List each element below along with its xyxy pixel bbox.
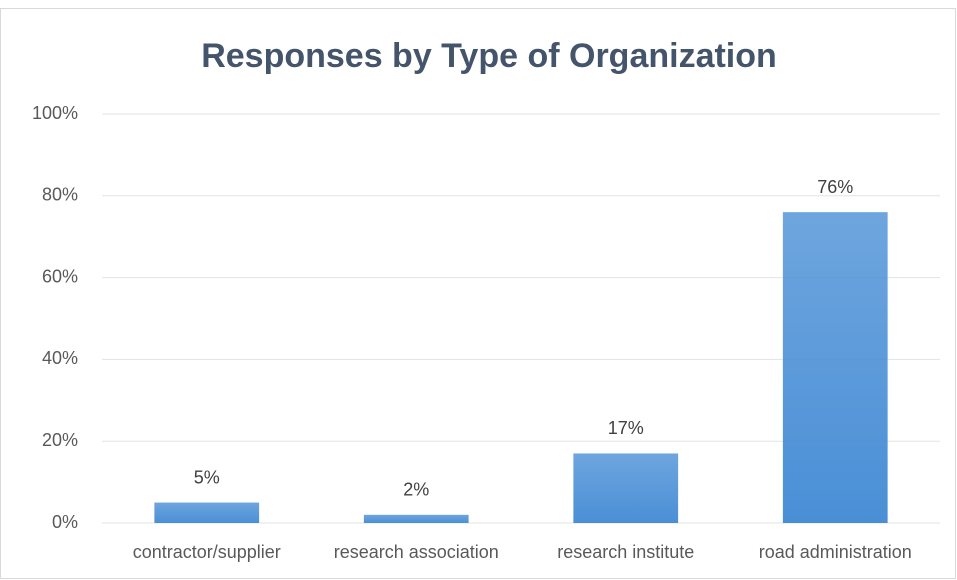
x-tick-label: research institute — [557, 542, 694, 562]
chart-title: Responses by Type of Organization — [201, 37, 777, 75]
data-label: 5% — [194, 467, 220, 487]
y-tick-label: 100% — [32, 103, 78, 123]
bar — [782, 212, 888, 523]
x-tick-label: road administration — [759, 542, 912, 562]
data-label: 2% — [403, 480, 429, 500]
bar — [573, 453, 679, 523]
bar — [363, 514, 469, 523]
data-label: 76% — [817, 177, 853, 197]
y-tick-label: 80% — [42, 185, 78, 205]
data-label: 17% — [608, 418, 644, 438]
y-tick-label: 60% — [42, 266, 78, 286]
y-tick-label: 0% — [52, 512, 78, 532]
y-tick-label: 40% — [42, 348, 78, 368]
bar — [154, 502, 260, 523]
x-tick-label: contractor/supplier — [133, 542, 281, 562]
y-tick-label: 20% — [42, 430, 78, 450]
x-tick-label: research association — [334, 542, 499, 562]
